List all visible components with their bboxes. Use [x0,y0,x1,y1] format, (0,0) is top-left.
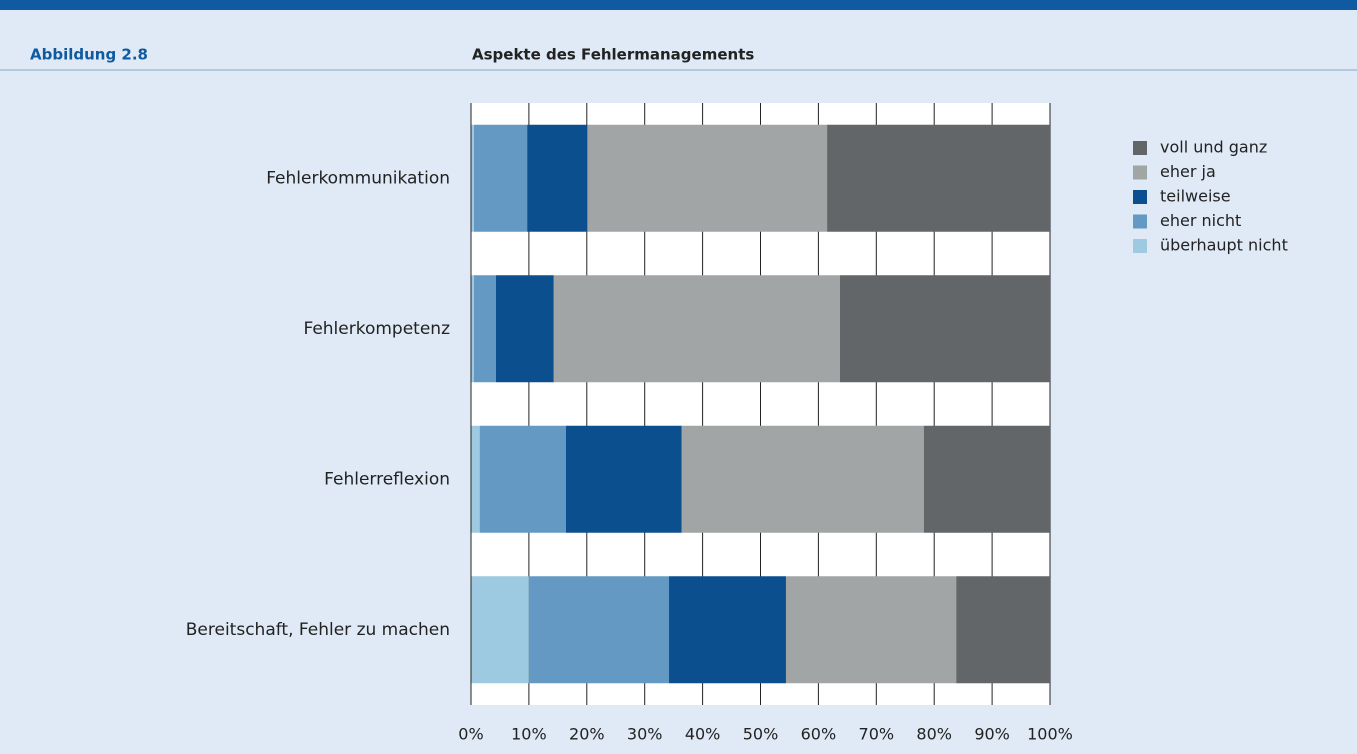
x-tick-label: 20% [569,725,605,744]
x-tick-label: 10% [511,725,547,744]
bar-segment [565,425,682,533]
bar-segment [839,275,1050,383]
legend-swatch [1133,239,1147,253]
chart-title: Aspekte des Fehlermanagements [472,46,754,64]
y-tick-label: Fehlerkompetenz [303,319,450,339]
x-tick-label: 50% [743,725,779,744]
bar-segment [827,124,1050,232]
x-tick-label: 90% [974,725,1010,744]
x-tick-label: 40% [685,725,721,744]
bar-segment [785,576,957,684]
y-tick-label: Bereitschaft, Fehler zu machen [186,620,450,640]
bar-segment [479,425,566,533]
bar-segment [923,425,1050,533]
y-tick-label: Fehlerreflexion [324,469,450,489]
legend-swatch [1133,190,1147,204]
x-tick-label: 0% [458,725,483,744]
x-tick-label: 70% [859,725,895,744]
bar-segment [473,275,496,383]
bar-segment [528,576,670,684]
legend-swatch [1133,165,1147,180]
x-tick-label: 30% [627,725,663,744]
bar-segment [473,124,528,232]
bar-segment [956,576,1050,684]
bar-segment [587,124,828,232]
bar-segment [471,425,480,533]
top-bar [0,0,1357,10]
legend-swatch [1133,214,1147,229]
bar-segment [471,275,474,383]
bar-segment [553,275,840,383]
bar-segment [495,275,554,383]
y-tick-label: Fehlerkommunikation [266,168,450,188]
legend-label: teilweise [1160,187,1231,206]
bar-segment [527,124,588,232]
x-tick-label: 60% [801,725,837,744]
bar-segment [681,425,924,533]
x-tick-label: 100% [1027,725,1073,744]
bar-segment [471,124,474,232]
bar-segment [471,576,529,684]
x-tick-label: 80% [916,725,952,744]
legend-label: voll und ganz [1160,138,1267,157]
figure-label: Abbildung 2.8 [30,46,148,64]
bar-segment [669,576,786,684]
legend-label: überhaupt nicht [1160,236,1288,255]
legend-label: eher ja [1160,162,1216,181]
legend-label: eher nicht [1160,211,1241,230]
legend-swatch [1133,141,1147,155]
